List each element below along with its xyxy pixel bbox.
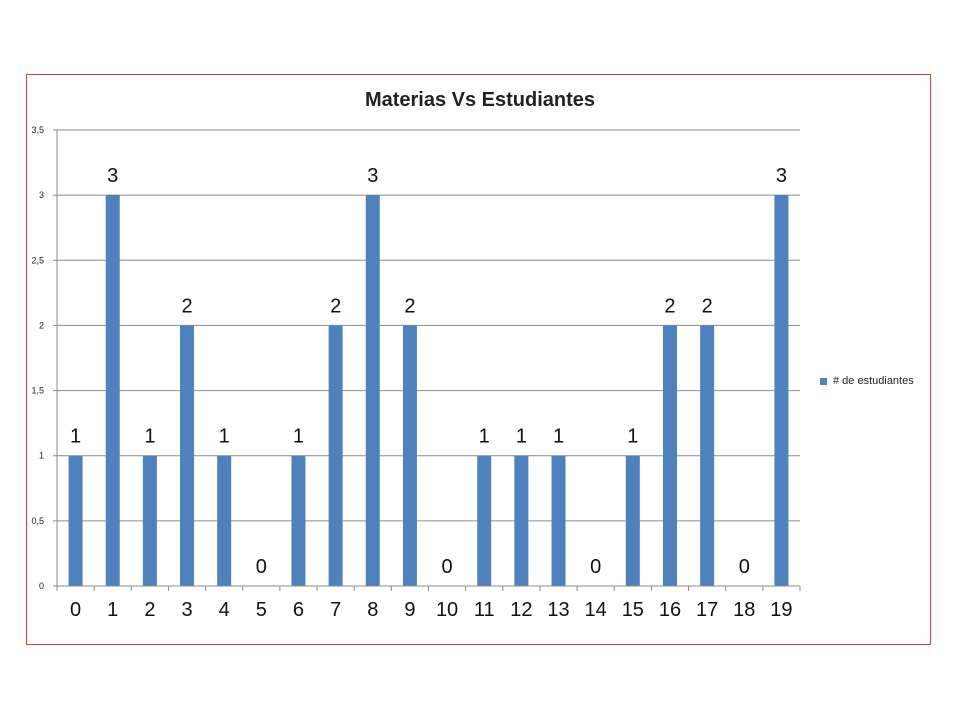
bar [328,325,343,586]
x-tick-label: 17 [696,599,718,621]
data-label: 2 [404,295,415,317]
bar [514,455,529,586]
x-tick-label: 4 [219,599,230,621]
bar [291,455,306,586]
y-tick-label: 2,5 [31,255,44,265]
legend-swatch [820,377,827,385]
data-label: 1 [219,426,230,448]
x-tick-label: 11 [474,599,495,621]
x-tick-label: 13 [547,599,569,621]
data-label: 1 [516,426,527,448]
y-tick-label: 0 [39,581,44,591]
data-label: 0 [590,556,601,578]
data-label: 1 [479,426,490,448]
y-tick-label: 1,5 [31,386,44,396]
x-tick-label: 2 [144,599,155,621]
bar [774,195,789,586]
bar [477,455,492,586]
x-tick-label: 15 [622,599,644,621]
x-tick-label: 12 [510,599,532,621]
legend-label: # de estudiantes [833,375,914,387]
y-tick-label: 3,5 [31,125,44,135]
data-label: 3 [107,165,118,187]
data-label: 3 [367,165,378,187]
x-tick-label: 5 [256,599,267,621]
data-label: 1 [293,426,304,448]
y-tick-label: 2 [39,320,44,330]
x-tick-label: 14 [585,599,607,621]
data-label: 1 [553,426,564,448]
data-label: 0 [256,556,267,578]
data-label: 1 [70,426,81,448]
x-tick-label: 16 [659,599,681,621]
data-label: 0 [739,556,750,578]
x-tick-label: 9 [404,599,415,621]
data-label: 2 [664,295,675,317]
x-tick-label: 7 [330,599,341,621]
bar [180,325,195,586]
data-label: 2 [702,295,713,317]
data-label: 1 [144,426,155,448]
x-tick-label: 3 [181,599,192,621]
x-tick-label: 18 [733,599,755,621]
data-label: 0 [442,556,453,578]
legend: # de estudiantes [820,375,914,387]
bar [142,455,157,586]
chart-title: Materias Vs Estudiantes [364,89,596,111]
bar [365,195,380,586]
x-tick-label: 1 [107,599,118,621]
data-label: 2 [181,295,192,317]
bar [662,325,677,586]
bar [700,325,715,586]
bar [68,455,83,586]
y-tick-label: 0,5 [31,516,44,526]
x-tick-label: 10 [436,599,458,621]
x-tick-label: 0 [70,599,81,621]
bar [105,195,120,586]
bar [625,455,640,586]
x-tick-label: 19 [770,599,792,621]
data-label: 1 [627,426,638,448]
x-tick-label: 8 [367,599,378,621]
x-tick-label: 6 [293,599,304,621]
data-label: 3 [776,165,787,187]
bar [551,455,566,586]
y-tick-label: 1 [39,451,44,461]
bar [217,455,232,586]
data-label: 2 [330,295,341,317]
bar [402,325,417,586]
y-tick-label: 3 [39,190,44,200]
